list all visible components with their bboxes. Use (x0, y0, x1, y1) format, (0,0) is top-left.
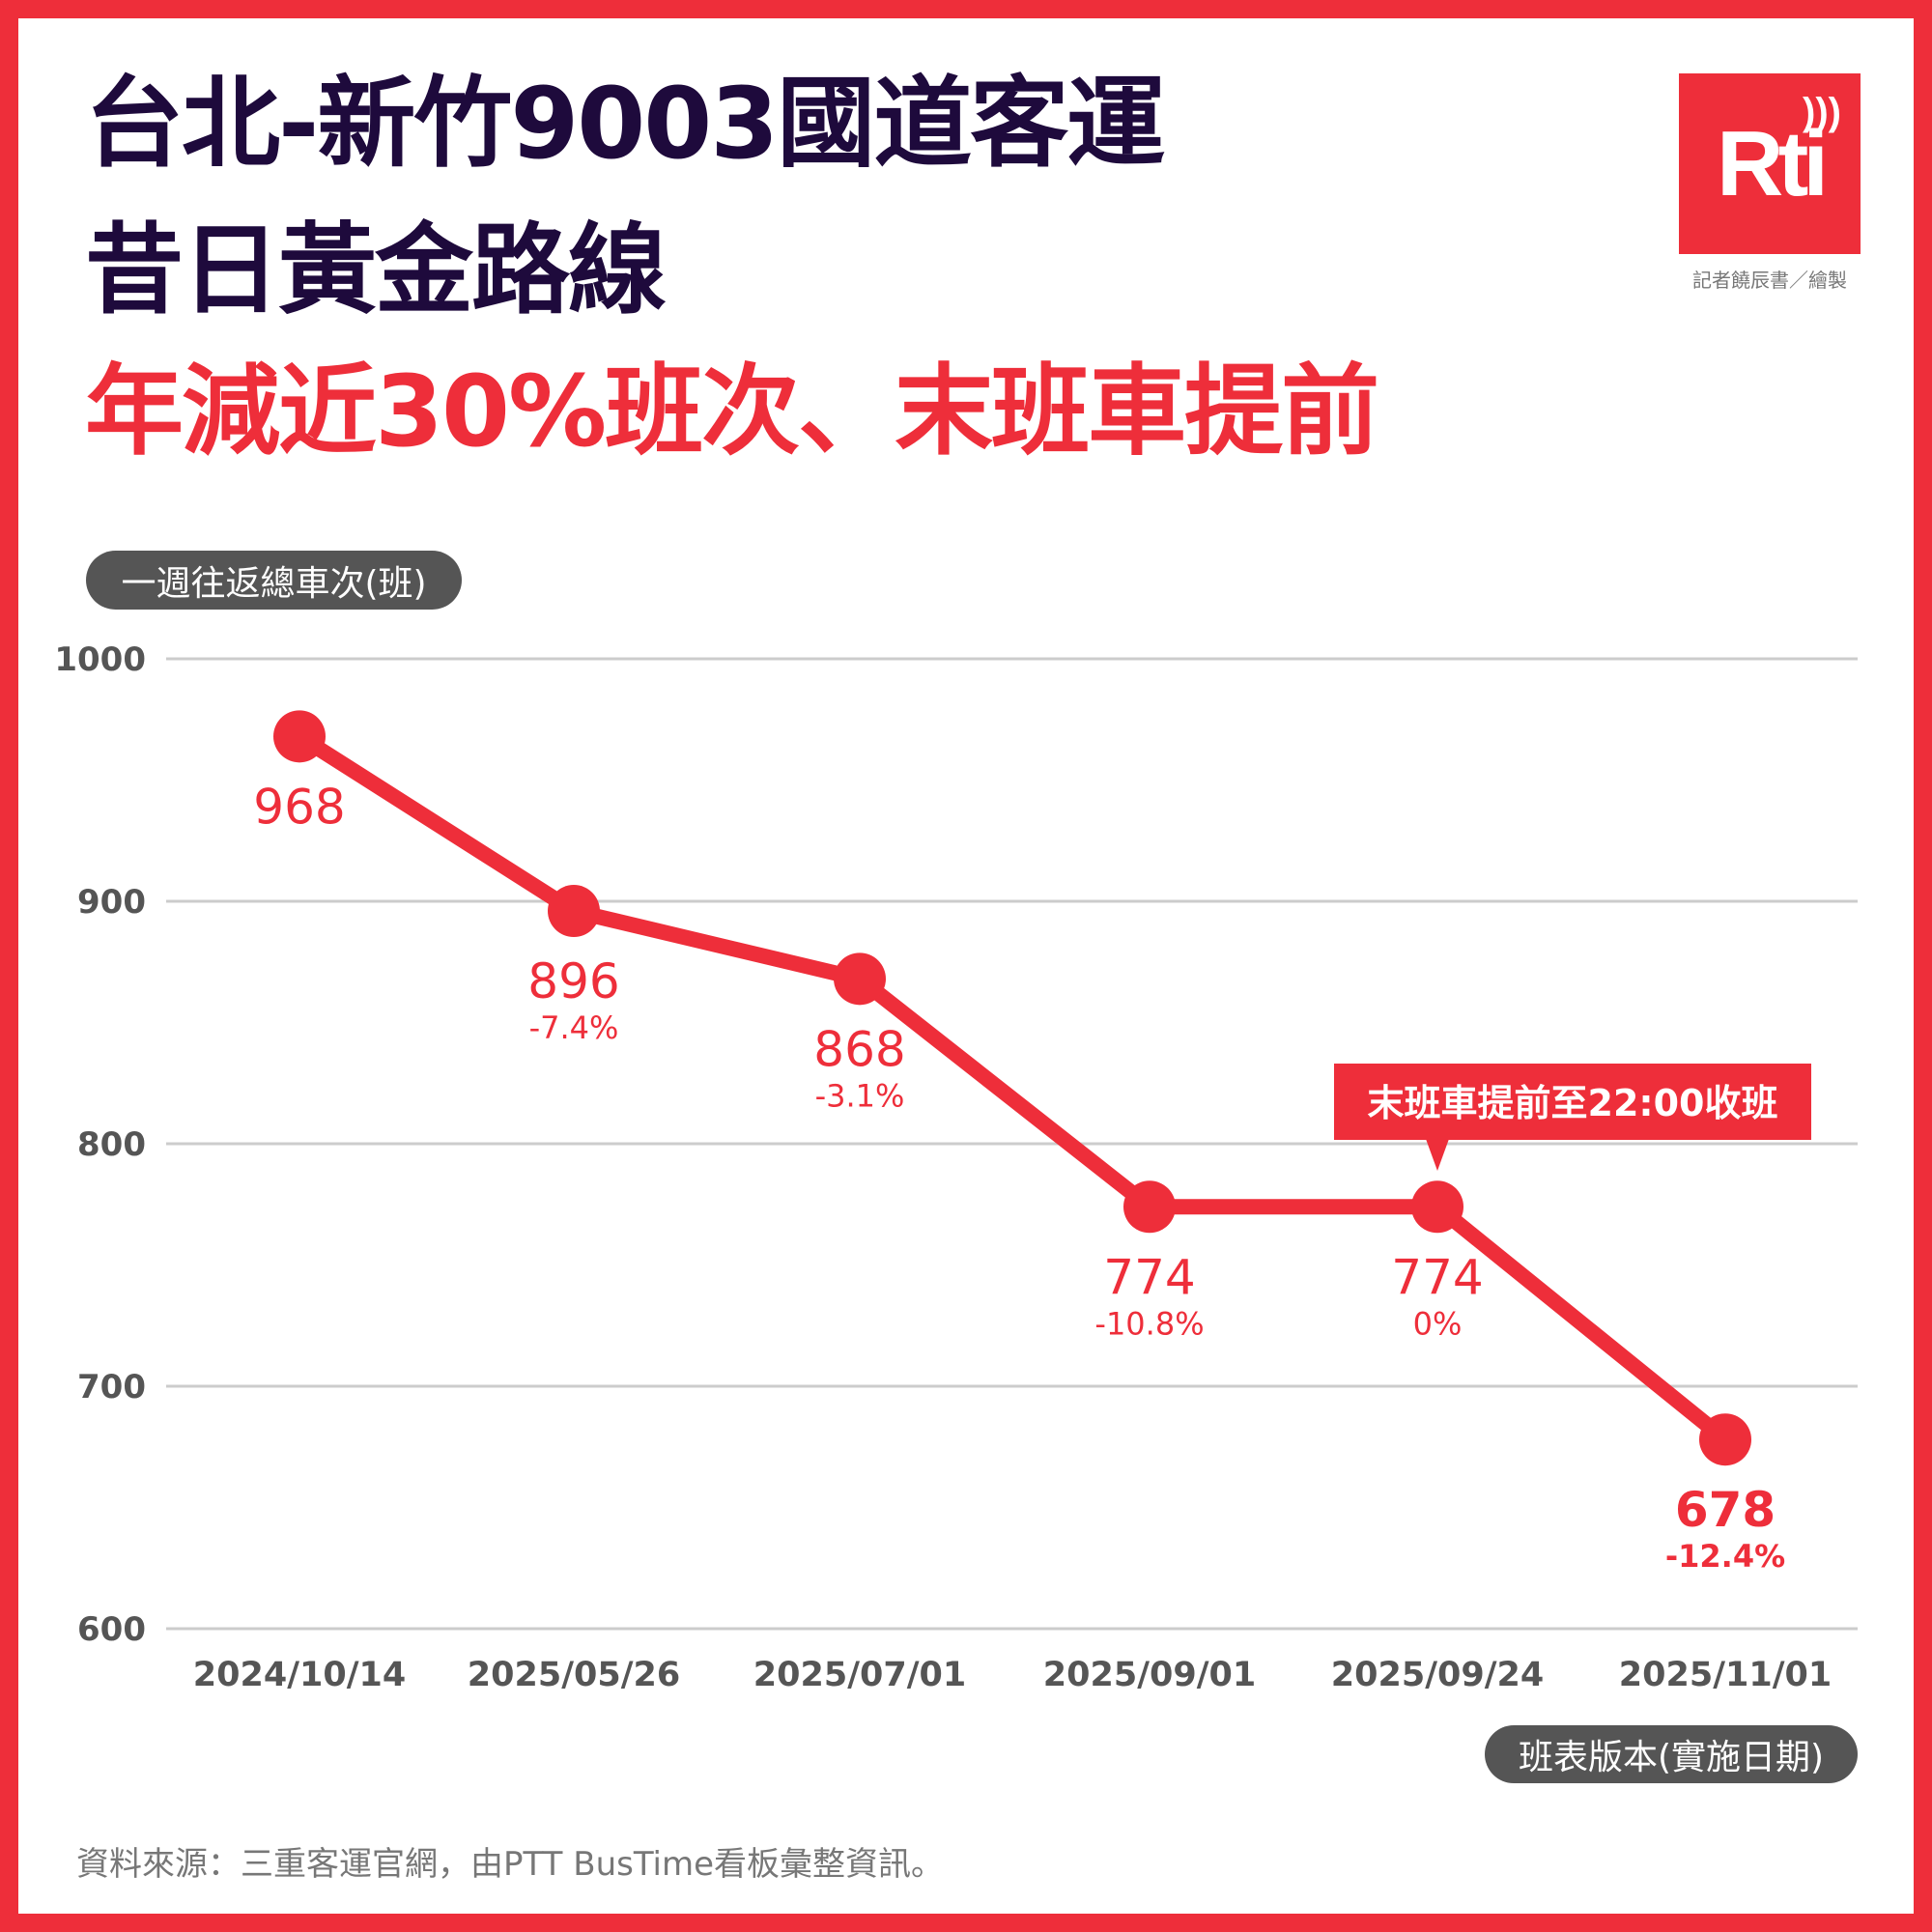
x-axis-label: 班表版本(實施日期) (1485, 1725, 1858, 1783)
annotation-text: 末班車提前至22:00收班 (1368, 1082, 1778, 1124)
x-tick-label: 2024/10/14 (193, 1656, 406, 1694)
title-line-3: 年減近30%班次、末班車提前 (85, 355, 1379, 469)
series-line (295, 729, 1731, 1446)
logo-text: Rti (1717, 111, 1829, 215)
data-point (1411, 1180, 1463, 1234)
credit: 記者饒辰書／繪製 (1692, 269, 1847, 292)
signal-icon: ))) (1803, 91, 1841, 133)
y-tick-label: 700 (77, 1368, 146, 1406)
x-tick-label: 2025/07/01 (753, 1656, 966, 1694)
data-point (273, 710, 326, 763)
pct-change-label: -7.4% (529, 1009, 619, 1046)
value-label: 774 (1103, 1249, 1195, 1305)
y-tick-label: 600 (77, 1610, 146, 1649)
x-tick-label: 2025/09/24 (1331, 1656, 1544, 1694)
value-label: 896 (527, 953, 619, 1009)
data-point (834, 952, 886, 1006)
value-label: 968 (253, 779, 345, 835)
y-tick-label: 900 (77, 883, 146, 922)
value-label: 868 (813, 1021, 905, 1077)
value-label: 678 (1675, 1482, 1776, 1538)
x-tick-label: 2025/05/26 (468, 1656, 680, 1694)
data-point (1699, 1413, 1751, 1466)
title-line-1: 台北-新竹9003國道客運 (85, 67, 1165, 182)
y-tick-label: 1000 (54, 640, 146, 679)
rti-logo: Rti))) (1679, 73, 1861, 254)
x-tick-label: 2025/09/01 (1043, 1656, 1256, 1694)
value-label: 774 (1391, 1249, 1483, 1305)
y-axis-label: 一週往返總車次(班) (86, 551, 462, 610)
title-line-2: 昔日黃金路線 (85, 213, 667, 328)
pct-change-label: -12.4% (1665, 1538, 1785, 1575)
pct-change-label: -3.1% (815, 1077, 905, 1114)
data-point (1123, 1180, 1176, 1234)
data-point (548, 885, 600, 938)
pct-change-label: -10.8% (1094, 1305, 1204, 1342)
annotation-box (1334, 1064, 1811, 1140)
y-tick-label: 800 (77, 1125, 146, 1164)
annotation-pointer (1426, 1139, 1449, 1171)
x-tick-label: 2025/11/01 (1619, 1656, 1832, 1694)
pct-change-label: 0% (1413, 1305, 1463, 1342)
source-note: 資料來源：三重客運官網，由PTT BusTime看板彙整資訊。 (76, 1845, 945, 1884)
